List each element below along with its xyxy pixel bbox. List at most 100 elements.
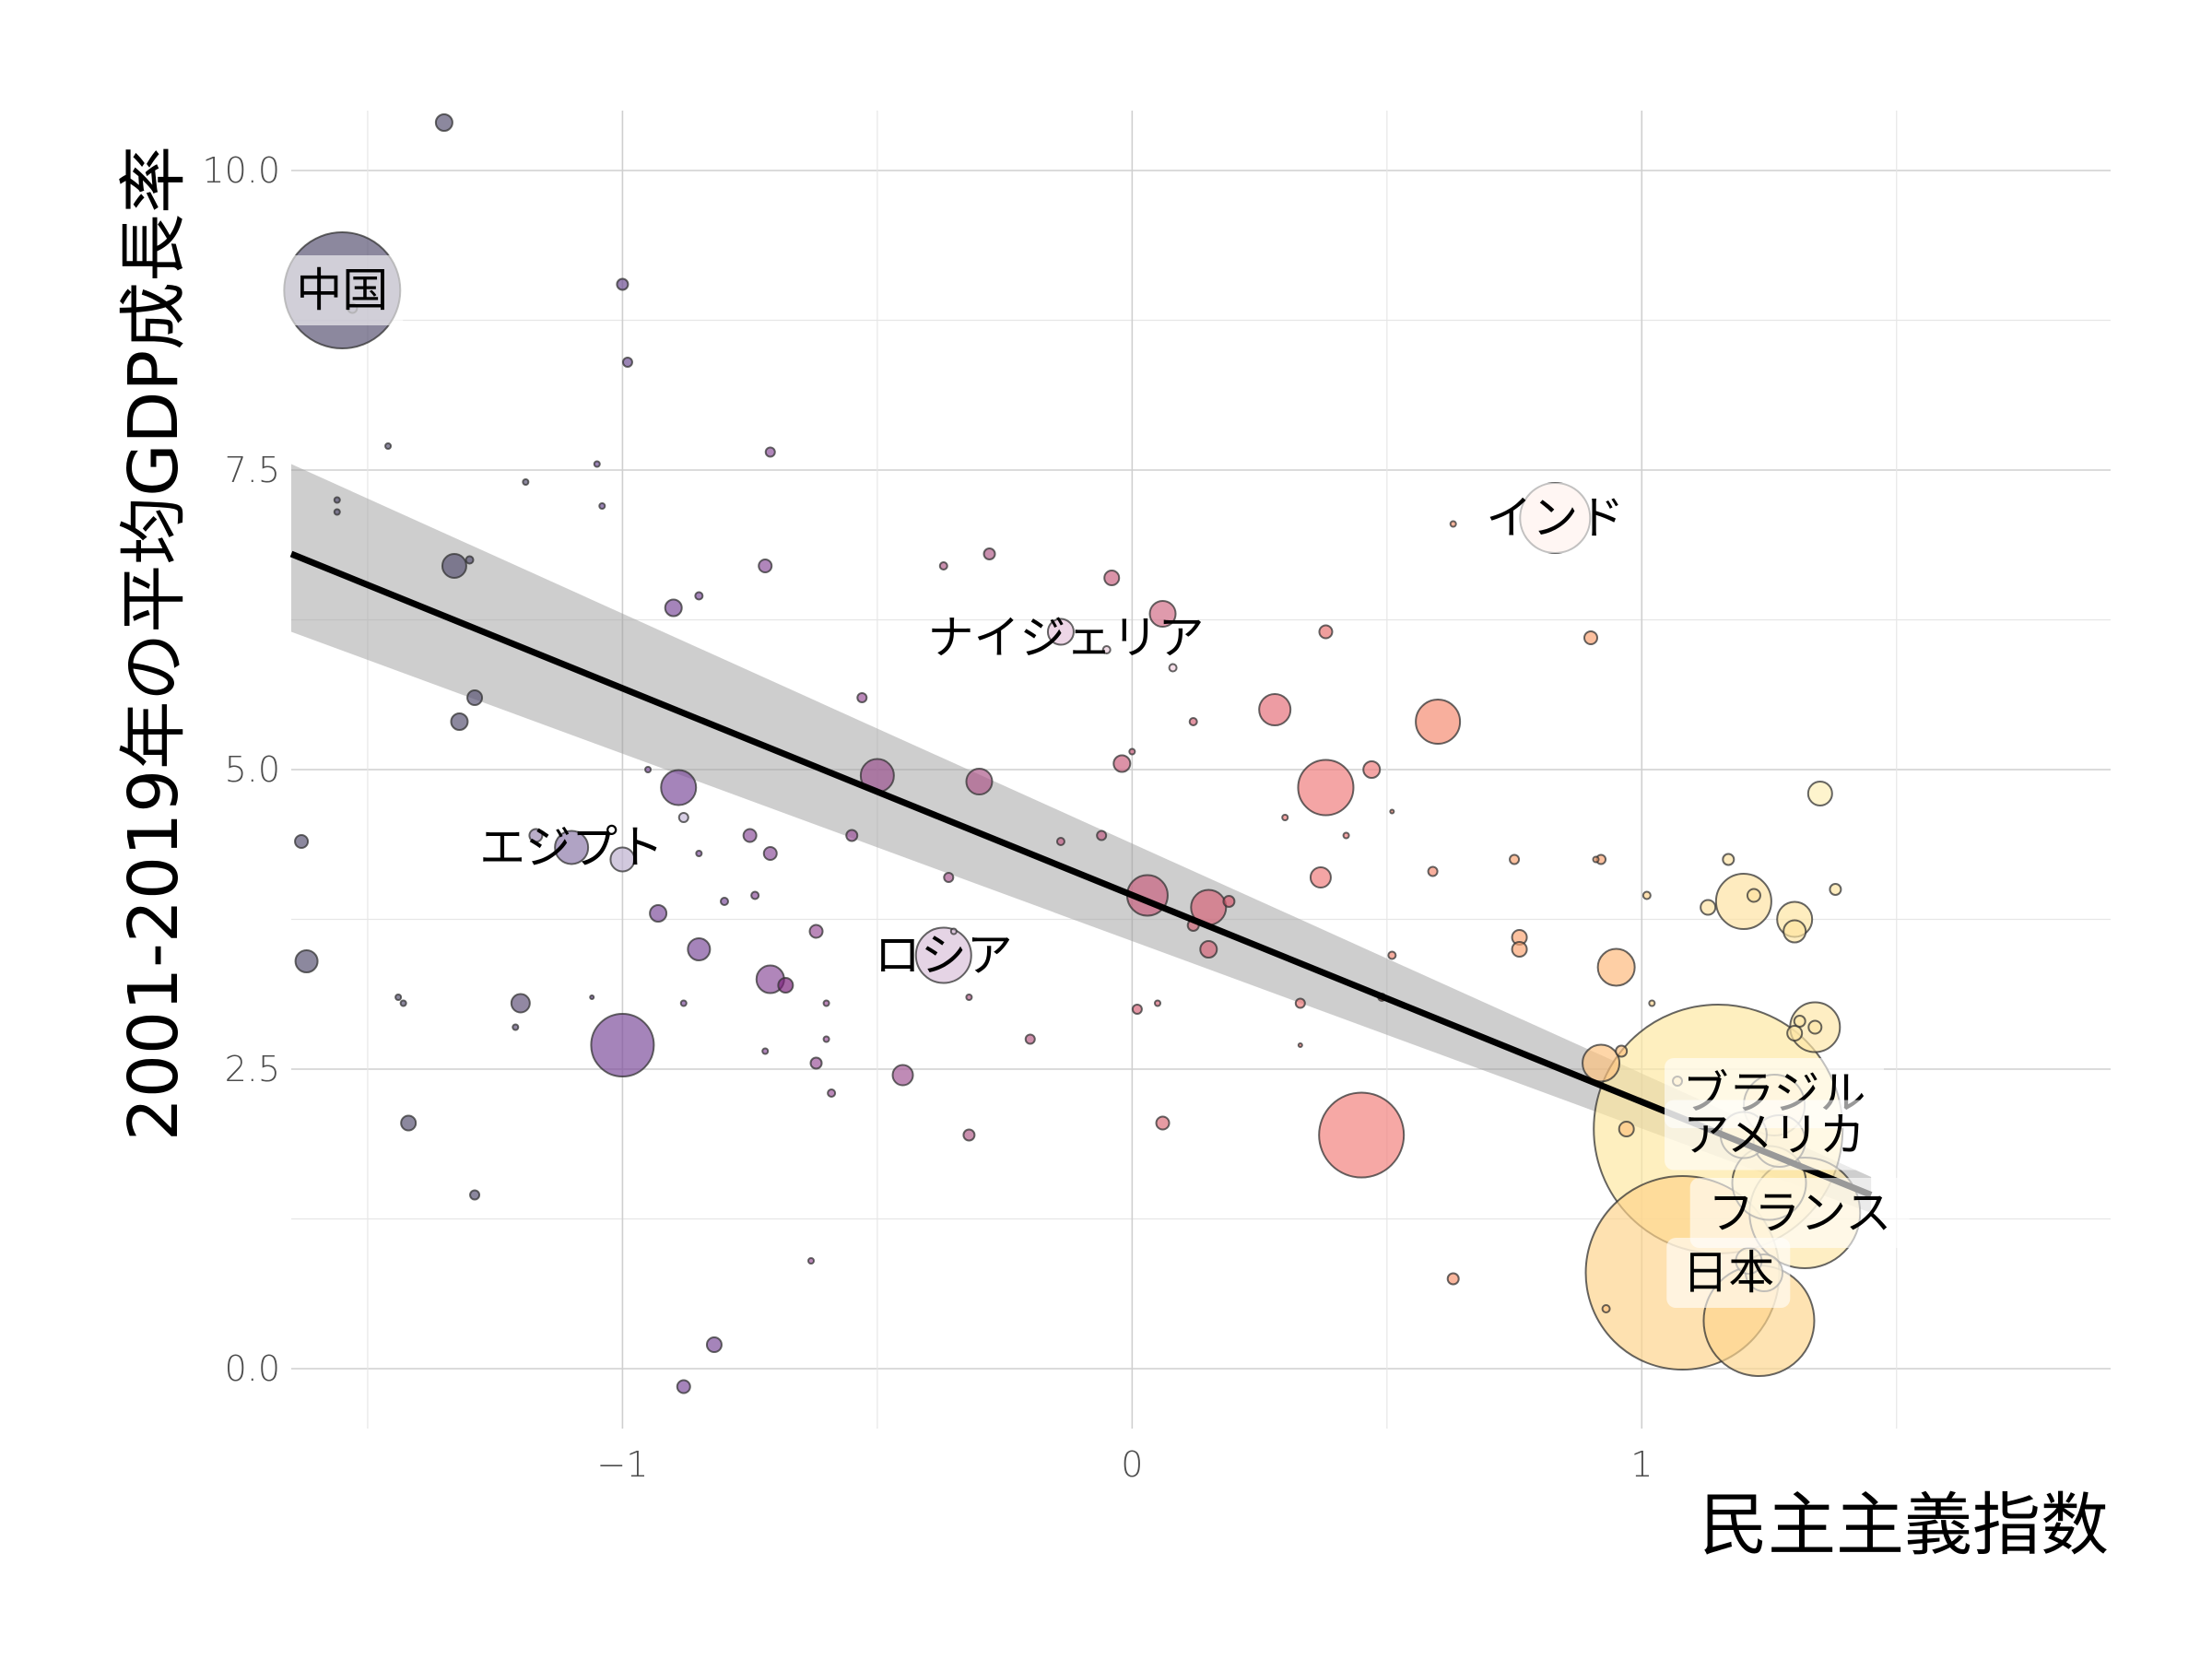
data-point bbox=[676, 1379, 691, 1394]
data-point bbox=[1583, 630, 1598, 645]
data-point bbox=[598, 502, 606, 510]
data-point bbox=[1297, 759, 1355, 817]
data-point bbox=[1596, 947, 1636, 987]
x-axis-title: 民主主義指数 bbox=[1700, 1486, 2109, 1565]
data-point bbox=[554, 830, 590, 865]
trend-line bbox=[289, 550, 1873, 1198]
data-point bbox=[434, 113, 453, 132]
annotation-box bbox=[1469, 483, 1641, 553]
data-point bbox=[1722, 853, 1735, 866]
data-point bbox=[1387, 950, 1397, 960]
annotation-label: エジプト bbox=[479, 821, 664, 875]
annotation-label: フランス bbox=[1708, 1186, 1891, 1240]
data-point bbox=[1199, 940, 1218, 959]
annotation-box bbox=[1666, 1238, 1791, 1308]
data-point bbox=[677, 812, 689, 823]
data-point bbox=[694, 591, 704, 601]
data-point bbox=[982, 547, 996, 560]
data-point bbox=[616, 277, 629, 291]
data-point bbox=[465, 555, 475, 565]
data-point bbox=[450, 712, 469, 731]
data-point bbox=[466, 689, 484, 706]
data-point bbox=[510, 993, 531, 1014]
data-point bbox=[590, 1013, 655, 1077]
data-point bbox=[705, 1336, 723, 1353]
data-point bbox=[1641, 890, 1652, 900]
data-point bbox=[522, 478, 530, 486]
data-point bbox=[1294, 997, 1306, 1009]
x-tick-label: 1 bbox=[1630, 1444, 1653, 1485]
data-point bbox=[777, 977, 794, 994]
data-point bbox=[965, 994, 973, 1001]
data-point bbox=[1446, 1272, 1460, 1286]
data-point bbox=[720, 897, 729, 906]
data-point bbox=[1148, 600, 1177, 628]
data-point bbox=[1618, 1121, 1635, 1137]
data-point bbox=[943, 872, 955, 883]
data-point bbox=[1829, 883, 1842, 896]
data-point bbox=[764, 446, 776, 458]
annotation-box bbox=[1665, 1100, 1885, 1171]
data-point bbox=[1101, 645, 1112, 654]
data-point bbox=[965, 768, 994, 795]
data-point bbox=[822, 1035, 830, 1043]
data-point bbox=[1807, 1019, 1823, 1035]
data-point bbox=[649, 904, 668, 923]
data-point bbox=[394, 994, 403, 1001]
x-tick-label: −1 bbox=[596, 1444, 648, 1485]
data-point bbox=[914, 926, 972, 984]
data-point bbox=[1601, 1304, 1611, 1313]
data-point bbox=[827, 1088, 837, 1098]
annotation-label: 中国 bbox=[296, 264, 388, 317]
annotation-box bbox=[280, 255, 405, 325]
y-tick-label: 5.0 bbox=[225, 749, 280, 790]
data-point bbox=[333, 496, 341, 504]
data-point bbox=[1511, 941, 1528, 958]
data-point bbox=[621, 357, 633, 368]
y-axis-title: 2001-2019年の平均GDP成長率 bbox=[114, 146, 194, 1141]
data-point bbox=[333, 508, 341, 516]
data-point bbox=[856, 692, 868, 703]
annotation-label: ロシア bbox=[875, 929, 1013, 982]
annotation-label: 日本 bbox=[1682, 1246, 1774, 1300]
data-point bbox=[1700, 899, 1717, 916]
data-point bbox=[1389, 808, 1395, 815]
data-point bbox=[687, 937, 712, 961]
y-tick-label: 10.0 bbox=[202, 150, 280, 191]
data-point bbox=[1297, 1042, 1303, 1048]
annotation-label: ナイジェリア bbox=[927, 611, 1204, 665]
data-point bbox=[938, 561, 948, 571]
axis-ticks: 0.0 2.5 5.0 7.5 10.0 −1 0 1 bbox=[202, 150, 1653, 1485]
data-point bbox=[1806, 781, 1833, 806]
data-point bbox=[1449, 520, 1457, 528]
data-point bbox=[400, 1114, 418, 1132]
data-point bbox=[1362, 760, 1382, 779]
data-point bbox=[1024, 1033, 1036, 1045]
data-point bbox=[1582, 1043, 1621, 1083]
data-point bbox=[1046, 618, 1075, 646]
data-point bbox=[384, 442, 393, 450]
data-point bbox=[1415, 699, 1462, 745]
data-point bbox=[1318, 624, 1334, 640]
data-point bbox=[1592, 855, 1600, 864]
data-point bbox=[593, 460, 601, 468]
data-point bbox=[1509, 853, 1521, 865]
x-tick-label: 0 bbox=[1121, 1444, 1143, 1485]
data-point bbox=[695, 850, 703, 857]
data-point bbox=[1318, 1091, 1406, 1179]
data-point bbox=[1427, 865, 1439, 877]
data-point bbox=[750, 890, 760, 900]
data-point bbox=[1714, 873, 1772, 930]
data-point bbox=[758, 559, 773, 573]
data-point bbox=[1128, 747, 1136, 756]
data-point bbox=[807, 1257, 815, 1265]
y-tick-label: 2.5 bbox=[225, 1049, 280, 1089]
data-point bbox=[762, 846, 778, 861]
data-point bbox=[1188, 717, 1198, 726]
data-points bbox=[283, 113, 1862, 1394]
data-point bbox=[1746, 888, 1761, 903]
data-point bbox=[664, 598, 683, 618]
data-point bbox=[294, 834, 310, 849]
